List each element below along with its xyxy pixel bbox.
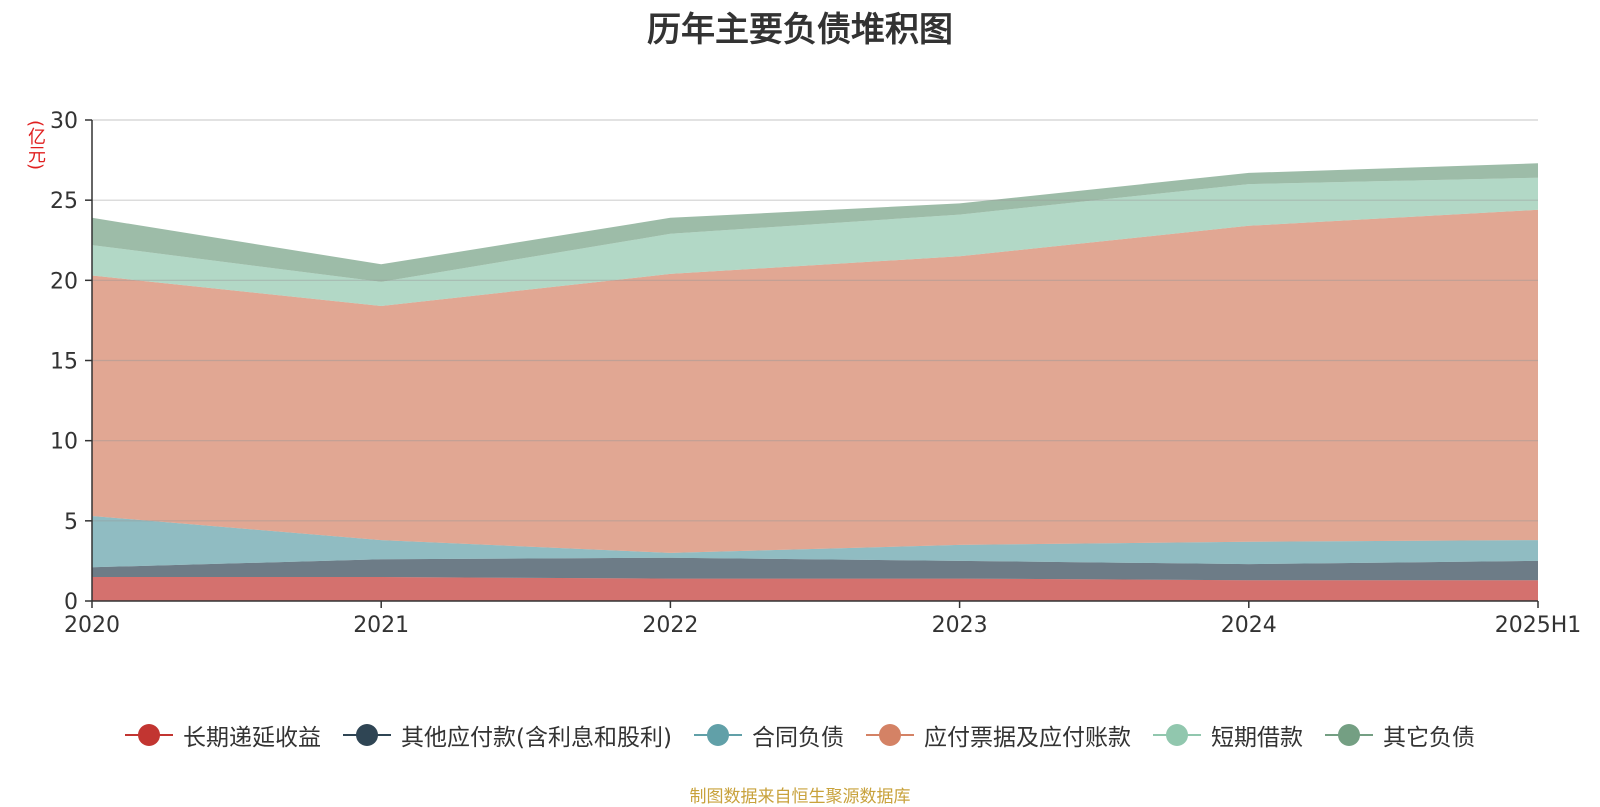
y-tick-label-5: 25 xyxy=(50,189,78,214)
x-tick-label-3: 2023 xyxy=(932,613,988,638)
legend-marker-5 xyxy=(1324,723,1373,747)
x-tick-label-0: 2020 xyxy=(64,613,120,638)
x-tick-label-4: 2024 xyxy=(1221,613,1277,638)
area-series-4 xyxy=(92,177,1538,306)
y-axis-unit: (亿元) xyxy=(25,120,46,171)
legend-label-4: 短期借款 xyxy=(1210,725,1303,751)
legend-marker-3 xyxy=(865,723,914,747)
y-tick-label-1: 5 xyxy=(64,510,78,535)
x-tick-label-5: 2025H1 xyxy=(1495,613,1582,638)
area-series-5 xyxy=(92,163,1538,282)
legend-label-0: 长期递延收益 xyxy=(183,725,322,751)
x-tick-label-2: 2022 xyxy=(642,613,698,638)
y-tick-label-2: 10 xyxy=(50,430,78,455)
data-source-note: 制图数据来自恒生聚源数据库 xyxy=(689,787,911,807)
area-series-3 xyxy=(92,209,1538,553)
legend-marker-4 xyxy=(1152,723,1201,747)
legend-item-2[interactable]: 合同负债 xyxy=(693,718,844,752)
y-tick-label-6: 30 xyxy=(50,109,78,134)
y-tick-label-4: 20 xyxy=(50,269,78,294)
legend-item-1[interactable]: 其他应付款(含利息和股利) xyxy=(343,718,672,752)
legend-marker-2 xyxy=(693,723,742,747)
legend-item-3[interactable]: 应付票据及应付账款 xyxy=(865,718,1131,752)
legend: 长期递延收益 其他应付款(含利息和股利) 合同负债 应付票据及应付账款 短期借款 其它负债 xyxy=(0,718,1600,752)
legend-label-3: 应付票据及应付账款 xyxy=(923,725,1131,751)
y-tick-label-0: 0 xyxy=(64,590,78,615)
area-series-2 xyxy=(92,516,1538,568)
legend-marker-0 xyxy=(125,723,174,747)
area-series-0 xyxy=(92,577,1538,601)
x-tick-label-1: 2021 xyxy=(353,613,409,638)
legend-item-4[interactable]: 短期借款 xyxy=(1152,718,1303,752)
y-tick-label-3: 15 xyxy=(50,350,78,375)
legend-label-2: 合同负债 xyxy=(751,725,844,751)
chart-title: 历年主要负债堆积图 xyxy=(647,10,953,50)
legend-marker-1 xyxy=(343,723,392,747)
legend-label-1: 其他应付款(含利息和股利) xyxy=(401,725,672,751)
area-series-1 xyxy=(92,557,1538,581)
legend-item-5[interactable]: 其它负债 xyxy=(1324,718,1475,752)
legend-label-5: 其它负债 xyxy=(1382,725,1475,751)
legend-item-0[interactable]: 长期递延收益 xyxy=(125,718,321,752)
